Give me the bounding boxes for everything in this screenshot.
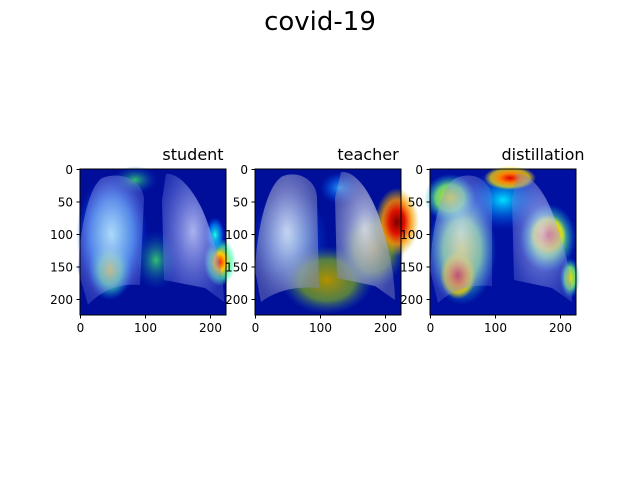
axes-student: 0 50 100 150 200 0 100 200 (50, 163, 236, 335)
xtick-label: 200 (374, 321, 397, 335)
xticks-teacher (255, 315, 386, 319)
xtick-label: 0 (77, 321, 85, 335)
ytick-label: 100 (50, 228, 73, 242)
panel-title-teacher: teacher (337, 145, 399, 164)
panel-distillation: distillation (390, 140, 584, 340)
panel-title-distillation: distillation (501, 145, 585, 164)
ytick-label: 200 (50, 293, 73, 307)
ytick-label: 0 (415, 163, 423, 177)
ytick-label: 150 (50, 261, 73, 275)
ytick-label: 200 (225, 293, 248, 307)
yticks-student (76, 169, 80, 300)
xtick-label: 100 (309, 321, 332, 335)
lung-overlay-teacher (255, 171, 395, 302)
ytick-label: 0 (65, 163, 73, 177)
xtick-label: 100 (134, 321, 157, 335)
figure-title: covid-19 (264, 7, 376, 37)
ytick-label: 50 (233, 196, 248, 210)
ytick-label: 100 (400, 228, 423, 242)
yticks-teacher (251, 169, 255, 300)
lung-overlay-distillation (430, 173, 572, 303)
yticks-distillation (426, 169, 430, 300)
xtick-label: 200 (549, 321, 572, 335)
xticks-distillation (430, 315, 561, 319)
ytick-label: 0 (240, 163, 248, 177)
panel-student: student (40, 140, 236, 340)
ytick-label: 150 (400, 261, 423, 275)
panel-teacher: teacher (215, 140, 419, 340)
lung-overlay-student (78, 173, 224, 305)
axes-teacher: 0 50 100 150 200 0 100 200 (225, 163, 419, 335)
xtick-label: 200 (199, 321, 222, 335)
xtick-label: 100 (484, 321, 507, 335)
panel-title-student: student (162, 145, 224, 164)
ytick-label: 150 (225, 261, 248, 275)
xticks-student (80, 315, 211, 319)
axes-distillation: 0 50 100 150 200 0 100 200 (400, 163, 580, 335)
ytick-label: 50 (408, 196, 423, 210)
ytick-label: 100 (225, 228, 248, 242)
xtick-label: 0 (427, 321, 435, 335)
ytick-label: 200 (400, 293, 423, 307)
xtick-label: 0 (252, 321, 260, 335)
ytick-label: 50 (58, 196, 73, 210)
